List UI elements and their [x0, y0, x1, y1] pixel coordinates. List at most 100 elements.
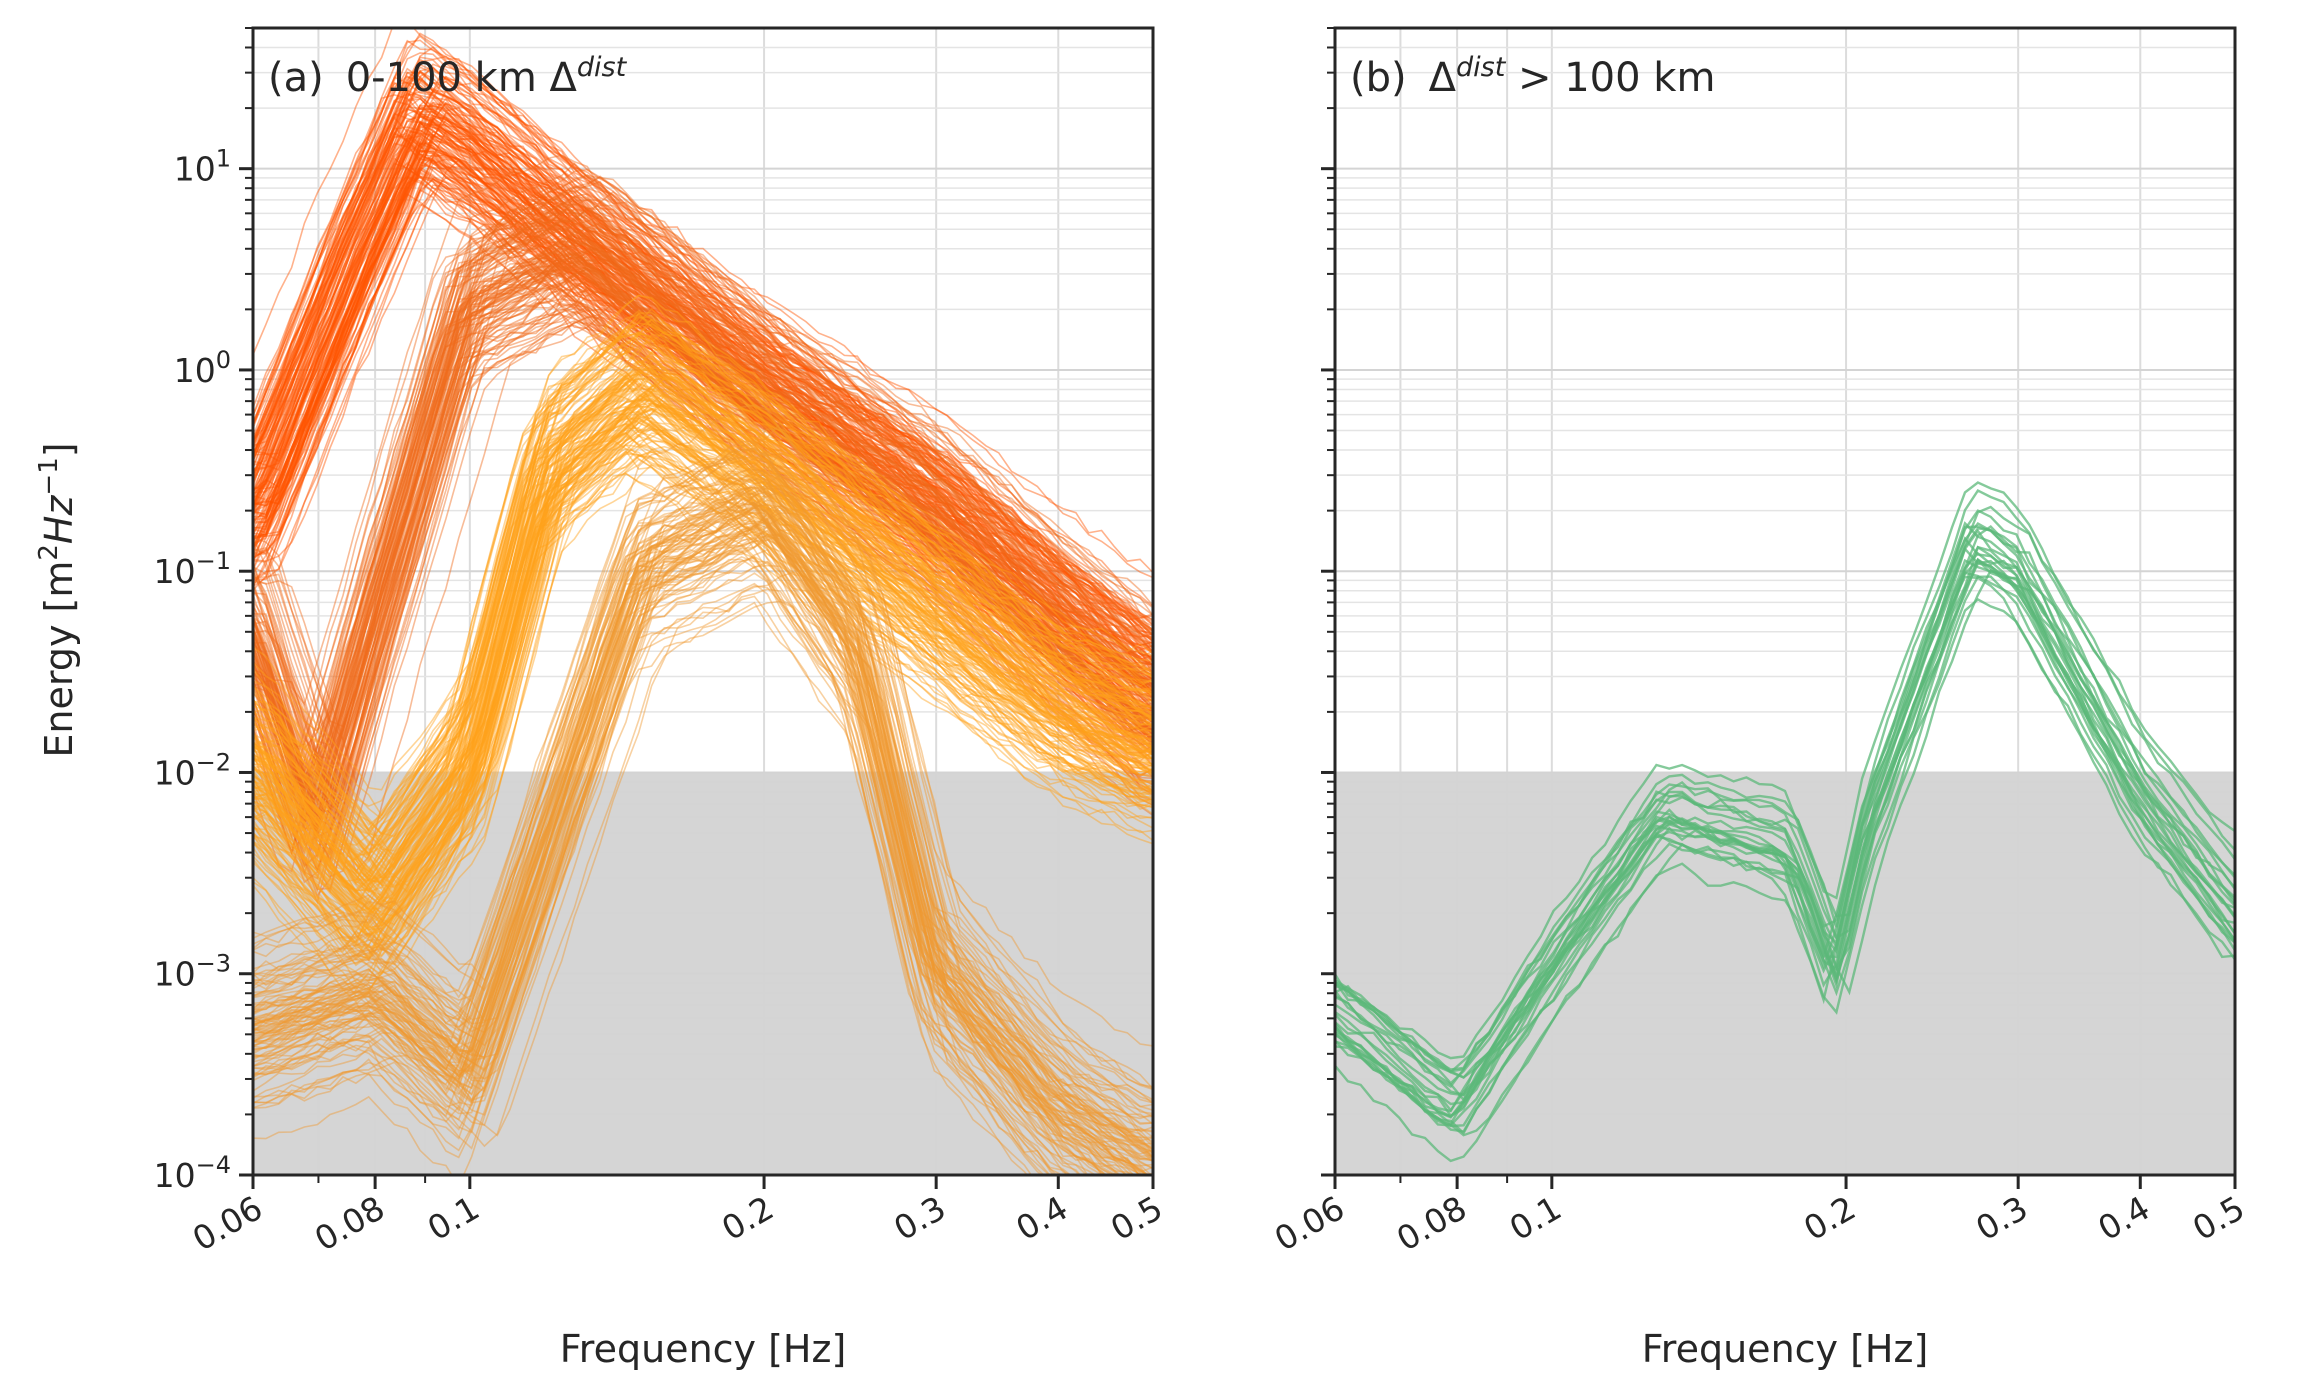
panel-a-spectrum-line	[253, 285, 1153, 870]
panel-a-spectrum-line	[253, 177, 1153, 786]
panel-a-spectrum-line	[253, 389, 1153, 892]
panel-a-spectrum-line	[253, 478, 1153, 1143]
panel-a-spectrum-line	[253, 114, 1153, 636]
panel-a-spectrum-line	[253, 174, 1153, 744]
panel-a-spectrum-line	[253, 468, 1153, 1118]
panel-a-spectrum-line	[253, 77, 1153, 631]
panel-a-spectrum-line	[253, 450, 1153, 962]
panel-a-spectrum-line	[253, 415, 1153, 960]
panel-a-spectrum-line	[253, 253, 1153, 818]
panel-a-spectrum-line	[253, 126, 1153, 666]
panel-a-spectrum-line	[253, 533, 1118, 1175]
panel-a-spectrum-line	[253, 118, 1153, 696]
panel-a-y-tick-label: 100	[174, 346, 231, 390]
panel-a-spectrum-line	[253, 415, 1153, 940]
panel-a-spectrum-line	[253, 111, 1153, 676]
panel-a-spectrum-line	[253, 465, 1153, 1104]
panel-a-spectrum-line	[253, 142, 1153, 735]
panel-a-spectrum-line	[253, 189, 1153, 751]
panel-a-spectrum-line	[253, 176, 1153, 793]
panel-a-spectrum-line	[253, 377, 1153, 892]
panel-a-spectrum-line	[253, 254, 1153, 810]
panel-a-spectrum-line	[253, 248, 1153, 813]
panel-a-spectrum-line	[253, 75, 1153, 662]
panel-b-spectrum-line	[1335, 521, 2235, 1118]
panel-a-spectrum-line	[253, 134, 1153, 719]
panel-a-x-axis-label: Frequency [Hz]	[560, 1327, 847, 1371]
panel-a-spectrum-line	[253, 513, 1153, 1155]
panel-a-spectrum-line	[253, 373, 1153, 882]
panel-a-spectrum-line	[253, 97, 1153, 659]
panel-a-spectrum-line	[253, 153, 1153, 702]
panel-a-spectrum-line	[253, 262, 1153, 832]
panel-a-x-tick-labels: 0.06 0.08 0.1 0.2 0.3 0.4 0.5	[186, 1188, 1169, 1259]
panel-a-spectrum-line	[253, 447, 1153, 1105]
panel-a-spectrum-line	[253, 238, 1153, 817]
panel-a-spectrum-line	[253, 417, 1153, 939]
panel-a-spectrum-line	[253, 90, 1153, 692]
panel-a-spectrum-line	[253, 368, 1153, 873]
panel-a-spectrum-line	[253, 80, 1153, 638]
panel-b-spectrum-line	[1335, 528, 2235, 1085]
panel-a-spectrum-line	[253, 389, 1153, 900]
panel-b-x-axis-label: Frequency [Hz]	[1642, 1327, 1929, 1371]
panel-a-spectrum-line	[253, 485, 1153, 1125]
panel-a-spectrum-line	[253, 425, 1153, 957]
panel-a-spectrum-line	[253, 388, 1153, 906]
panel-a-spectrum-line	[253, 392, 1153, 927]
panel-a-spectrum-line	[253, 158, 1153, 711]
panel-b-spectrum-line	[1335, 481, 2235, 1060]
panel-a-spectrum-line	[253, 226, 1153, 810]
panel-a-spectrum-line	[253, 256, 1153, 831]
panel-a-spectrum-line	[253, 561, 1108, 1175]
panel-a-y-tick-label: 10−2	[154, 748, 231, 792]
panel-a-spectrum-line	[253, 377, 1153, 897]
panel-a-spectrum-line	[253, 55, 1153, 632]
panel-a-spectrum-line	[253, 511, 1153, 1173]
panel-a-series-group	[253, 28, 1153, 796]
panel-a-spectrum-line	[253, 314, 1153, 868]
panel-a-spectrum-line	[253, 549, 1097, 1175]
panel-a-spectrum-line	[253, 112, 1153, 696]
panel-b-x-tick-label: 0.3	[1969, 1188, 2034, 1248]
panel-a-spectrum-line	[253, 267, 1153, 826]
panel-a-spectrum-line	[253, 503, 1153, 1139]
panel-a-spectrum-line	[253, 321, 1153, 898]
panel-a-spectrum-line	[253, 506, 1148, 1175]
panel-a-spectrum-line	[253, 222, 1153, 817]
panel-a-spectrum-line	[253, 101, 1153, 626]
panel-a-spectrum-line	[253, 393, 1153, 924]
panel-a-spectrum-line	[253, 371, 1153, 897]
panel-a-spectrum-line	[253, 138, 1153, 730]
panel-a-spectrum-line	[253, 343, 1153, 869]
panel-a-spectrum-line	[253, 149, 1153, 712]
panel-a-spectrum-line	[253, 456, 1153, 1120]
panel-a-spectrum-line	[253, 249, 1153, 811]
panel-a-spectrum-line	[253, 387, 1153, 906]
panel-a-spectrum-line	[253, 391, 1153, 909]
panel-a-spectrum-line	[253, 75, 1153, 626]
panel-a-spectrum-line	[253, 501, 1153, 1161]
panel-a-spectrum-line	[253, 408, 1153, 949]
panel-a-spectrum-line	[253, 322, 1153, 844]
panel-a-spectrum-line	[253, 230, 1153, 813]
panel-a-spectrum-line	[253, 249, 1153, 815]
panel-a-spectrum-line	[253, 370, 1153, 910]
panel-a-spectrum-line	[253, 66, 1153, 652]
panel-a-spectrum-line	[253, 59, 1153, 642]
panel-a-spectrum-line	[253, 397, 1153, 914]
panel-b-series-group	[1335, 481, 2235, 1163]
panel-a-spectrum-line	[253, 511, 1153, 1158]
panel-b-x-tick-label: 0.08	[1390, 1188, 1473, 1259]
panel-a-spectrum-line	[253, 409, 1153, 945]
panel-a-spectrum-line	[253, 484, 1153, 1155]
panel-a-spectrum-line	[253, 525, 1104, 1175]
panel-a-spectrum-line	[253, 399, 1153, 914]
panel-a-spectrum-line	[253, 39, 1153, 643]
panel-a-spectrum-line	[253, 63, 1153, 661]
panel-a-spectrum-line	[253, 222, 1153, 804]
panel-a-spectrum-line	[253, 522, 1138, 1175]
panel-b-spectrum-line	[1335, 525, 2235, 1088]
panel-a-spectrum-line	[253, 113, 1153, 647]
panel-a-series-group	[253, 294, 1153, 1003]
